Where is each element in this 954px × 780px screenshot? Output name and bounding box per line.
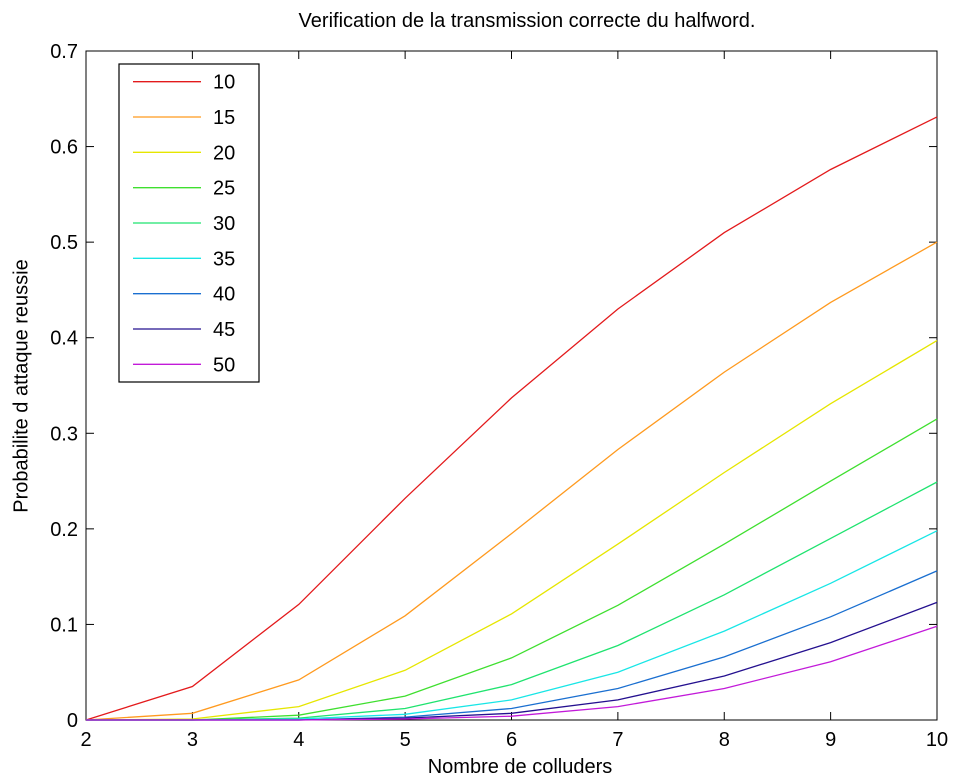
y-tick-label: 0.7 bbox=[50, 41, 78, 63]
series-line-20 bbox=[85, 340, 938, 721]
x-tick-label: 5 bbox=[400, 729, 411, 751]
x-tick-label: 7 bbox=[612, 729, 623, 751]
y-tick-label: 0.6 bbox=[50, 137, 78, 159]
x-axis-label: Nombre de colluders bbox=[427, 756, 613, 778]
legend-label: 30 bbox=[213, 213, 235, 235]
x-tick-label: 2 bbox=[80, 729, 91, 751]
legend-label: 20 bbox=[213, 142, 235, 164]
series-line-25 bbox=[86, 418, 938, 721]
y-tick-label: 0.1 bbox=[50, 614, 78, 636]
y-tick-label: 0.4 bbox=[50, 328, 78, 350]
legend-label: 50 bbox=[213, 354, 235, 376]
y-tick-label: 0.5 bbox=[50, 232, 78, 254]
x-tick-label: 4 bbox=[293, 729, 304, 751]
y-tick-label: 0.2 bbox=[50, 519, 78, 541]
x-tick-label: 10 bbox=[926, 729, 948, 751]
legend-label: 15 bbox=[213, 107, 235, 129]
x-tick-label: 6 bbox=[506, 729, 517, 751]
x-tick-label: 8 bbox=[719, 729, 730, 751]
series-line-15 bbox=[85, 241, 938, 721]
series-line-10 bbox=[85, 116, 938, 721]
legend-label: 25 bbox=[213, 178, 235, 200]
legend-label: 35 bbox=[213, 248, 235, 270]
legend-label: 10 bbox=[213, 72, 235, 94]
x-tick-label: 9 bbox=[825, 729, 836, 751]
x-tick-label: 3 bbox=[187, 729, 198, 751]
y-tick-label: 0 bbox=[67, 710, 78, 732]
legend-label: 40 bbox=[213, 284, 235, 306]
legend-label: 45 bbox=[213, 319, 235, 341]
chart-title: Verification de la transmission correcte… bbox=[298, 10, 756, 32]
y-tick-label: 0.3 bbox=[50, 423, 78, 445]
series-line-50 bbox=[86, 625, 938, 721]
